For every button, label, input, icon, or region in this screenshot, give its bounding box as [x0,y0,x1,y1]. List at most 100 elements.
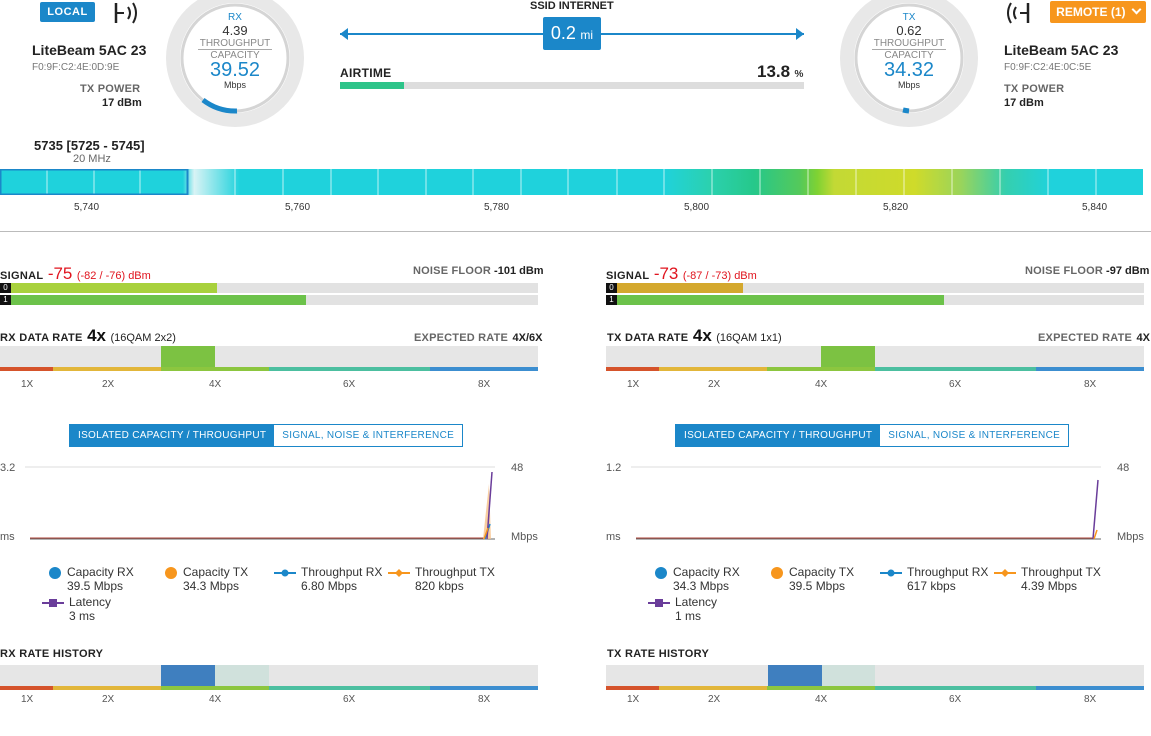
legend-series-name: Latency [675,595,718,609]
right-history-scale [606,686,1144,690]
left-tabbar: ISOLATED CAPACITY / THROUGHPUT SIGNAL, N… [69,424,464,447]
dot-icon [654,566,668,593]
local-gauge-unit: Mbps [223,80,246,90]
left-rate-tick-6x: 6X [343,379,356,390]
channel-tick-0: 5,740 [74,202,100,213]
right-hist-tick-8x: 8X [1084,694,1097,705]
left-chain0-id: 0 [0,283,11,293]
left-chain0-fill [11,283,217,293]
legend-series-name: Capacity RX [673,565,740,579]
remote-gauge-capacity: 34.32 [883,59,935,81]
legend-series-value: 34.3 Mbps [673,579,730,593]
left-tab-signal[interactable]: SIGNAL, NOISE & INTERFERENCE [282,430,455,441]
legend-series-name: Throughput RX [907,565,989,579]
left-expected-label: EXPECTED RATE [414,332,509,344]
channel-tick-1: 5,760 [285,202,311,213]
legend-item[interactable]: Throughput RX 6.80 Mbps [274,565,382,593]
line-diamond-icon [994,566,1016,593]
remote-mac: F0:9F:C2:4E:0C:5E [1004,62,1092,73]
local-gauge-text: RX 4.39 THROUGHPUT CAPACITY 39.52 Mbps [180,12,290,90]
left-rate-scale [0,367,538,371]
legend-series-value: 6.80 Mbps [301,579,358,593]
legend-series-name: Capacity TX [183,565,249,579]
right-history-segment-b [822,665,875,686]
airtime-label: AIRTIME [340,66,392,80]
left-rate-current [161,346,215,367]
right-expected: EXPECTED RATE 4X [1038,328,1150,346]
right-signal-label: SIGNAL [606,270,650,282]
local-badge: LOCAL [40,2,95,22]
legend-item[interactable]: Latency 3 ms [42,595,111,623]
line-dot-icon [274,566,296,593]
remote-dropdown[interactable]: REMOTE (1) [1050,1,1146,23]
legend-series-name: Throughput TX [415,565,495,579]
remote-tx-power-value: 17 dBm [1004,97,1044,109]
right-rate-row: TX DATA RATE 4x (16QAM 1x1) [607,326,782,346]
right-history-bar [606,665,1144,686]
airtime-value: 13.8 [757,62,791,81]
legend-series-name: Throughput RX [301,565,383,579]
right-axis-right-bottom: Mbps [1117,531,1144,543]
left-history-label: RX RATE HISTORY [0,648,104,660]
local-tx-power-label: TX POWER [80,83,141,95]
local-mac: F0:9F:C2:4E:0D:9E [32,62,120,73]
right-chain0-id: 0 [606,283,617,293]
remote-tx-power-label: TX POWER [1004,83,1065,95]
right-expected-value: 4X [1136,332,1150,344]
legend-series-value: 1 ms [675,609,702,623]
left-expected-value: 4X/6X [512,332,543,344]
legend-text: Throughput RX 617 kbps [907,565,988,593]
legend-item[interactable]: Throughput TX 4.39 Mbps [994,565,1101,593]
dot-icon [770,566,784,593]
right-rate-current [821,346,875,367]
legend-series-name: Throughput TX [1021,565,1101,579]
right-tab-signal[interactable]: SIGNAL, NOISE & INTERFERENCE [888,430,1061,441]
left-chain0-bar: 0 [0,283,538,293]
legend-text: Latency 1 ms [675,595,717,623]
remote-antenna-icon [1002,0,1038,31]
airtime-bar [340,82,804,89]
legend-item[interactable]: Latency 1 ms [648,595,717,623]
right-rate-tick-8x: 8X [1084,379,1097,390]
distance-unit: mi [580,28,594,42]
right-history-label: TX RATE HISTORY [607,648,710,660]
line-square-icon [42,596,64,623]
left-axis-right-top: 48 [511,462,524,474]
right-noise: NOISE FLOOR -97 dBm [1025,265,1149,277]
right-axis-left-top: 1.2 [606,462,622,474]
right-rate-tick-4x: 4X [815,379,828,390]
legend-text: Capacity RX 39.5 Mbps [67,565,134,593]
right-tab-capacity[interactable]: ISOLATED CAPACITY / THROUGHPUT [676,425,881,446]
remote-gauge-throughput-label: THROUGHPUT [872,38,946,50]
legend-series-value: 34.3 Mbps [183,579,240,593]
left-signal-value: -75 [47,264,73,283]
legend-item[interactable]: Capacity TX 34.3 Mbps [164,565,248,593]
left-rate-tick-8x: 8X [478,379,491,390]
channel-frequency: 5735 [5725 - 5745] [34,138,145,153]
legend-item[interactable]: Capacity RX 39.5 Mbps [48,565,134,593]
right-rate-bar [606,346,1144,367]
legend-item[interactable]: Throughput TX 820 kbps [388,565,495,593]
selected-channel-box[interactable] [0,169,189,195]
line-square-icon [648,596,670,623]
legend-item[interactable]: Capacity RX 34.3 Mbps [654,565,740,593]
right-hist-tick-4x: 4X [815,694,828,705]
left-hist-tick-1x: 1X [21,694,34,705]
left-history-segment-a [161,665,215,686]
left-tab-capacity[interactable]: ISOLATED CAPACITY / THROUGHPUT [70,425,275,446]
legend-item[interactable]: Capacity TX 39.5 Mbps [770,565,854,593]
remote-gauge [839,0,979,133]
legend-series-value: 820 kbps [415,579,464,593]
remote-gauge-text: TX 0.62 THROUGHPUT CAPACITY 34.32 Mbps [854,12,964,90]
left-chain1-bar: 1 [0,295,538,305]
left-hist-tick-8x: 8X [478,694,491,705]
divider [0,231,1151,232]
distance-value: 0.2 [550,23,576,43]
legend-series-value: 39.5 Mbps [67,579,124,593]
local-gauge-capacity: 39.52 [209,59,261,81]
channel-tick-3: 5,800 [684,202,710,213]
remote-badge-label: REMOTE (1) [1056,5,1126,19]
local-gauge-throughput: 4.39 [222,23,248,38]
remote-device-name: LiteBeam 5AC 23 [1004,42,1119,58]
legend-item[interactable]: Throughput RX 617 kbps [880,565,988,593]
